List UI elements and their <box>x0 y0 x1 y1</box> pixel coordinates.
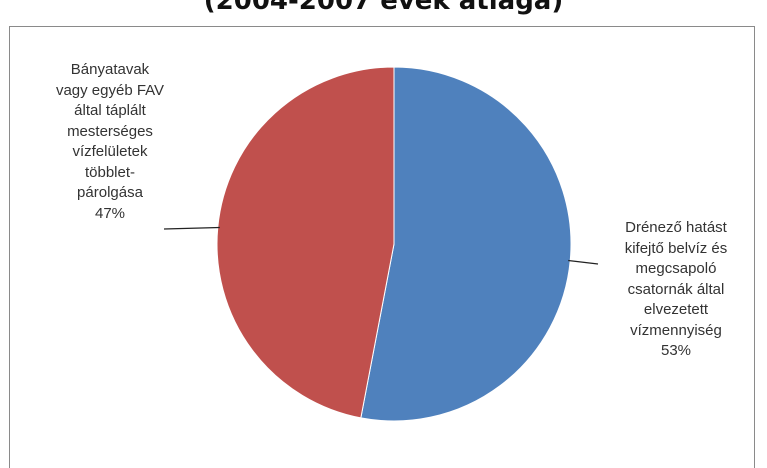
slice-label-line: kifejtő belvíz és <box>624 239 728 257</box>
slice-label-line: Drénező hatást <box>625 219 727 236</box>
slice-label-line: Bányatavak <box>70 61 150 78</box>
slice-label-line: vagy egyéb FAV <box>55 81 165 99</box>
slice-label-line: mesterséges <box>67 122 153 140</box>
leader-line-drenezo <box>568 259 599 265</box>
slice-label-line: párolgása <box>77 184 143 201</box>
slice-label-line: csatornák által <box>627 280 725 298</box>
slice-label-drenezo: Drénező hatást kifejtő belvíz és megcsapol… <box>592 218 760 362</box>
slice-label-line: által táplált <box>74 102 146 119</box>
slice-label-line: vízfelületek <box>72 143 148 160</box>
slice-percent-label: 53% <box>660 342 692 359</box>
slice-label-line: vízmennyiség <box>630 321 722 339</box>
slice-banyatavak <box>216 66 395 419</box>
slice-label-line: elvezetett <box>643 301 709 318</box>
slice-label-line: megcsapoló <box>635 260 717 277</box>
slice-label-banyatavak: Bányatavak vagy egyéb FAV által táplált mes… <box>24 60 196 224</box>
slice-percent-label: 47% <box>94 204 126 222</box>
chart-title: (2004-2007 évek átlaga) <box>203 0 564 16</box>
slice-label-line: többlet- <box>84 163 136 181</box>
leader-line-banyatavak <box>163 226 220 230</box>
